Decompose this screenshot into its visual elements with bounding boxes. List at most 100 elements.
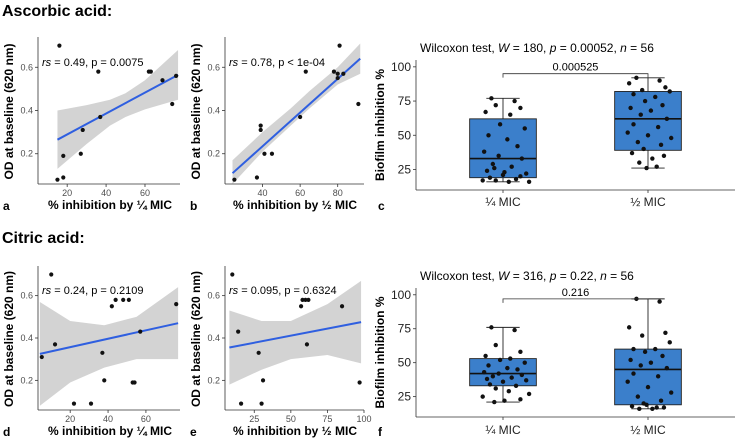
data-point [629,150,635,156]
data-point [148,69,153,74]
data-point [644,402,649,407]
data-point [658,398,664,403]
y-tick-label: 0.2 [207,375,220,385]
data-point [519,372,525,378]
title-p-value: = 0.22, [556,269,600,283]
stat-symbol: rs [42,285,52,297]
x-tick-label: 40 [101,188,111,198]
box [614,91,682,151]
y-axis-label: OD at baseline (620 nm) [189,43,203,179]
data-point [55,177,60,182]
data-point [484,168,490,174]
data-point [121,297,126,302]
panel-letter: f [378,425,383,439]
data-point [236,329,241,334]
y-tick-label: 0.2 [20,375,33,385]
y-tick-label: 0.6 [20,62,33,72]
data-point [487,175,493,180]
data-point [335,71,340,76]
data-point [357,380,362,385]
y-axis-label: OD at baseline (620 nm) [189,271,203,407]
y-tick-label: 0.2 [207,149,220,159]
data-point [260,378,266,383]
data-point [642,349,648,355]
y-axis-label: OD at baseline (620 nm) [2,271,16,407]
data-point [513,176,519,182]
section-title-citric: Citric acid: [2,230,85,247]
data-point [626,81,632,86]
data-point [634,75,639,80]
data-point [100,350,105,355]
data-point [49,272,54,277]
y-tick-label: 100 [391,60,411,74]
data-point [132,380,137,385]
data-point [300,297,305,302]
y-tick-label: 100 [391,288,411,302]
x-tick-label: 40 [103,414,113,424]
data-point [637,406,642,412]
data-point [512,98,517,104]
data-point [515,144,520,149]
data-point [515,367,520,372]
correlation-stat: rs = 0.24, p = 0.2109 [42,285,144,297]
data-point [303,69,308,74]
data-point [628,105,633,111]
data-point [174,302,179,307]
data-point [80,127,85,133]
y-tick-label: 0.6 [207,291,220,301]
data-point [522,360,527,365]
data-point [174,73,179,79]
box [614,348,682,406]
regression-line [229,321,362,349]
data-point [654,164,659,169]
data-point [483,109,488,115]
x-tick-label: 20 [65,414,75,424]
data-point [669,390,674,395]
data-point [519,156,525,161]
y-tick-label: 75 [398,322,412,336]
data-point [258,123,263,128]
x-tick-label: 50 [286,414,296,424]
data-point [487,382,493,387]
data-point [661,153,667,158]
regression-line [56,73,179,141]
title-p-symbol: p [549,269,557,283]
panel-e: 0.2 0.4 0.6 25 50 75 100% inhibition by ½ MIC O… [189,266,372,439]
data-point [502,170,507,175]
data-point [489,96,494,101]
x-tick-label: 75 [322,414,332,424]
data-point [52,342,58,347]
data-point [518,397,523,402]
wilcoxon-title: Wilcoxon test, W = 316, p = 0.22, n = 56 [420,269,634,283]
data-point [629,403,635,409]
x-axis-label: % inhibition by ½ MIC [233,198,357,212]
data-point [335,75,340,81]
data-point [126,297,131,302]
data-point [509,375,514,380]
data-point [518,174,523,179]
data-point [655,374,661,379]
data-point [508,112,513,117]
data-point [637,160,642,165]
data-point [484,376,490,382]
panel-letter: a [3,199,10,213]
data-point [256,350,261,355]
y-tick-label: 25 [398,162,412,176]
data-point [88,401,94,406]
data-point [78,151,83,156]
category-label: ½ MIC [630,195,666,209]
stat-values: = 0.78, p < 1e-04 [238,57,325,69]
data-point [493,178,498,183]
data-point [518,105,523,111]
title-n-value: = 56 [607,269,634,283]
data-point [509,164,514,169]
data-point [505,137,510,142]
data-point [669,135,674,141]
correlation-stat: rs = 0.49, p = 0.0075 [42,57,144,69]
y-tick-label: 0.6 [207,62,220,72]
data-point [341,71,346,76]
data-point [653,346,658,352]
section-title-ascorbic: Ascorbic acid: [2,3,112,20]
title-n-symbol: n [620,41,627,55]
stat-values: = 0.24, p = 0.2109 [51,285,143,297]
